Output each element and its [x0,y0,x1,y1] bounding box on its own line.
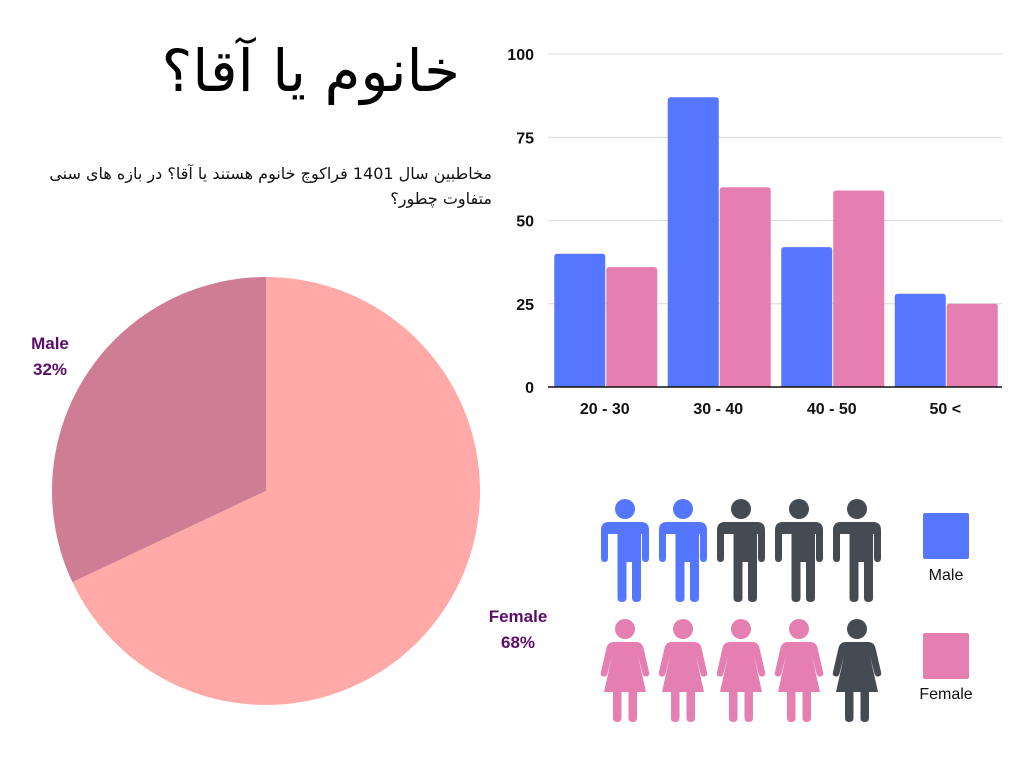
y-tick-label: 25 [516,297,534,314]
male-person-icon [775,499,823,602]
male-person-icon [833,499,881,602]
legend-male-label: Male [928,567,964,584]
bar-male [781,247,833,387]
female-person-icon [600,619,650,722]
bar-female [946,303,998,387]
y-tick-label: 50 [516,214,534,231]
page-title: خانوم یا آقا؟ [161,37,460,105]
pie-label-female: Female 68% [476,604,560,655]
female-person-icon [774,619,824,722]
female-person-icon [658,619,708,722]
pie-slice-female [72,277,480,705]
pie-label-male: Male 32% [18,331,82,382]
bar-male [554,253,606,387]
bar-female [719,187,771,387]
x-tick-label: 50 < [929,401,961,418]
pie-slice-male [52,277,266,583]
x-tick-label: 20 - 30 [580,401,630,418]
y-tick-label: 0 [525,380,534,397]
female-person-icon [832,619,882,722]
gender-pie-chart [52,277,480,705]
bar-female [606,267,658,387]
pie-label-male-percent: 32% [32,359,68,379]
male-icon-row [600,498,900,602]
pie-label-female-name: Female [488,607,548,626]
legend-male-swatch [923,513,969,559]
x-tick-label: 40 - 50 [807,401,857,418]
pie-label-female-percent: 68% [500,632,536,652]
pictogram [600,498,900,722]
pie-label-male-name: Male [31,334,69,353]
legend-female-swatch [923,633,969,679]
bar-male [667,97,719,387]
bar-female [833,190,885,387]
x-tick-label: 30 - 40 [693,401,743,418]
y-tick-label: 100 [507,47,534,64]
female-icon-row [600,618,900,722]
age-bar-chart: 0 25 50 75 100 20 - 30 30 - 40 40 - 50 50 < [507,47,1002,418]
male-person-icon [659,499,707,602]
page-subtitle: مخاطبین سال 1401 فراکوچ خانوم هستند یا آ… [49,164,492,208]
y-tick-label: 75 [516,130,534,147]
male-person-icon [717,499,765,602]
male-person-icon [601,499,649,602]
female-person-icon [716,619,766,722]
bar-male [894,293,946,387]
legend-female-label: Female [919,686,973,703]
